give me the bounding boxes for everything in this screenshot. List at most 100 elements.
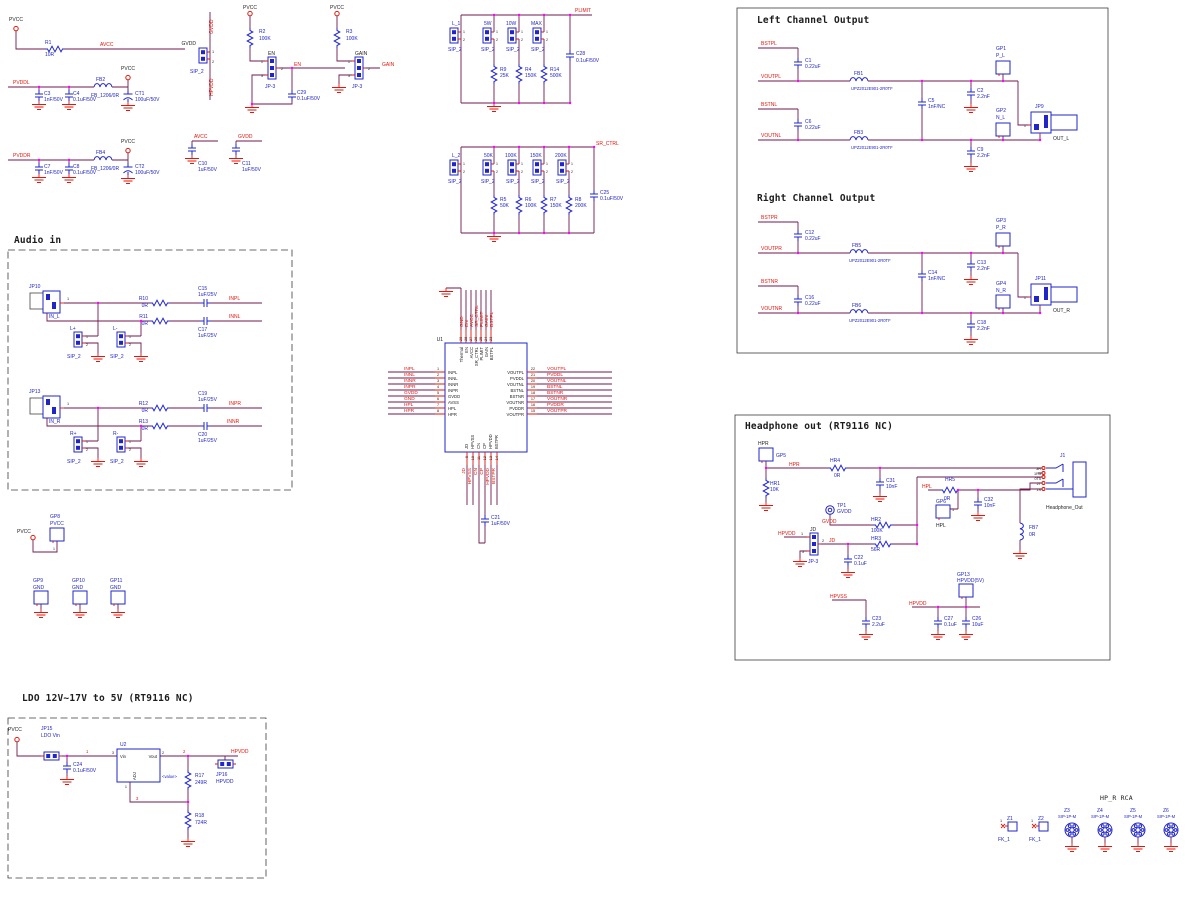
gain-jumper-label: R3: [346, 29, 353, 35]
ic-u1-label: 23: [489, 337, 493, 341]
testpad-symbol: [758, 447, 774, 464]
en-jumper-label: R2: [259, 29, 266, 35]
audio-in-label: 1uF/25V: [198, 292, 218, 298]
section-ldo: [7, 717, 267, 879]
ferrite-bead-symbol: [1019, 522, 1024, 541]
sr-ctrl-label: R7: [550, 197, 557, 203]
audio-in-label: INPR: [229, 401, 241, 407]
sr-ctrl-label: 2: [463, 170, 465, 174]
audio-in-label: R10: [139, 296, 148, 302]
audio-in-label: SIP_2: [110, 354, 124, 360]
headphone-label: HR5: [945, 477, 955, 483]
output-right-label: 2.2nF: [977, 326, 990, 332]
testpad-symbol: [110, 590, 126, 607]
output-right-label: C14: [928, 270, 937, 276]
testpad-symbol: [935, 504, 951, 521]
sr-ctrl-label: R5: [500, 197, 507, 203]
ground-icon: [758, 501, 774, 511]
sr-ctrl-label: SIP_2: [556, 179, 570, 185]
output-left-label: VOUTNL: [761, 133, 782, 139]
ic-u1-label: 16: [531, 403, 535, 407]
testpad-symbol: [995, 60, 1011, 77]
capacitor-symbol: [64, 162, 74, 175]
plimit-label: 500K: [550, 73, 562, 79]
section-gnd-testpoints: [30, 527, 126, 618]
audio-in-label: R12: [139, 401, 148, 407]
rca-connector-symbol: [1097, 822, 1113, 838]
jumper-symbol: [449, 27, 462, 44]
ic-u1-label: VOUTNL: [547, 378, 567, 384]
power-rails-label: 100uF/50V: [135, 170, 160, 176]
ic-u1-label: EN: [464, 320, 470, 327]
rca-label: Z5: [1130, 808, 1136, 814]
plimit-label: 10W: [506, 21, 517, 27]
power-rails-label: C8: [73, 164, 80, 170]
resistor-symbol: [515, 63, 523, 85]
power-rails-label: CT2: [135, 164, 145, 170]
power-rails-label: PVCC: [121, 66, 135, 72]
decoupling-caps-label: 1uF/50V: [198, 167, 218, 173]
audio-in-label: 1: [129, 440, 131, 444]
decoupling-caps-label: C11: [242, 161, 251, 167]
power-rails-label: FB_1206/0R: [91, 166, 119, 172]
ground-icon: [963, 335, 979, 345]
audio-in-label: IN_L: [49, 314, 60, 320]
ic-u1-label: U1: [437, 337, 444, 343]
audio-in-label: C15: [198, 286, 207, 292]
ic-u1-label: SR_CTRL: [474, 305, 480, 327]
gvdd-jumper-label: 2: [212, 60, 214, 64]
power-rails-label: C7: [44, 164, 51, 170]
gvdd-jumper-label: HPVDD: [209, 78, 215, 96]
capacitor-symbol: [287, 89, 297, 102]
capacitor-symbol: [933, 616, 943, 629]
output-left-label: 2.2nF: [977, 94, 990, 100]
output-right-label: C16: [805, 295, 814, 301]
power-rails-label: 1nF/50V: [44, 97, 64, 103]
capacitor-symbol: [793, 118, 803, 131]
rca-label: Z6: [1163, 808, 1169, 814]
ic-u1-label: HPVSS: [470, 435, 475, 449]
headphone-label: HR4: [830, 458, 840, 464]
ic-u1-label: 15: [531, 409, 535, 413]
audio-in-label: IN_R: [49, 419, 61, 425]
output-right-label: 0.22uF: [805, 236, 821, 242]
ground-icon: [858, 630, 874, 640]
ground-icon: [228, 154, 244, 164]
power-rails-label: PVCC: [9, 17, 23, 23]
headphone-label: 10nF: [886, 484, 897, 490]
gvdd-jumper-label: SIP_2: [190, 69, 204, 75]
rca-label: SIP-1P-M: [1157, 814, 1176, 819]
ic-u1-label: PVDDL: [510, 376, 525, 381]
ldo-label: ADJ: [132, 772, 137, 780]
audio-in-label: R11: [139, 314, 148, 320]
ic-u1-label: 3: [437, 379, 439, 383]
output-left-label: C9: [977, 147, 984, 153]
output-right-label: UPZ2012E901-2R0TF: [849, 318, 891, 323]
ground-icon: [970, 511, 986, 521]
headphone-label: 2.2uF: [872, 622, 885, 628]
capacitor-symbol: [64, 89, 74, 102]
fx-connector-symbol: [1007, 821, 1018, 832]
ic-u1-label: PVDDL: [547, 372, 563, 378]
ldo-label: 2: [162, 751, 164, 755]
output-right-label: JP11: [1035, 276, 1046, 282]
vcc-icon: [13, 25, 19, 32]
output-right-label: C13: [977, 260, 986, 266]
headphone-labels: Headphone out (RT9116 NC)HPRGP5HPRHR110K…: [745, 421, 1083, 628]
testpad-symbol: [995, 232, 1011, 249]
plimit-label: 1: [546, 30, 548, 34]
output-right-label: BSTPR: [761, 215, 778, 221]
capacitor-symbol: [589, 189, 599, 202]
capacitor-symbol: [199, 403, 212, 413]
resistor-symbol: [149, 317, 171, 325]
plimit-label: 1: [521, 30, 523, 34]
section-en-jumper: [244, 10, 345, 113]
resistor-symbol: [149, 422, 171, 430]
sr-ctrl-label: 200K: [575, 203, 587, 209]
rca-label: Z2: [1038, 816, 1044, 822]
audio-in-label: 0R: [142, 321, 149, 327]
output-right-label: N_R: [996, 288, 1006, 294]
ic-u1-label: Thermal: [459, 347, 464, 362]
